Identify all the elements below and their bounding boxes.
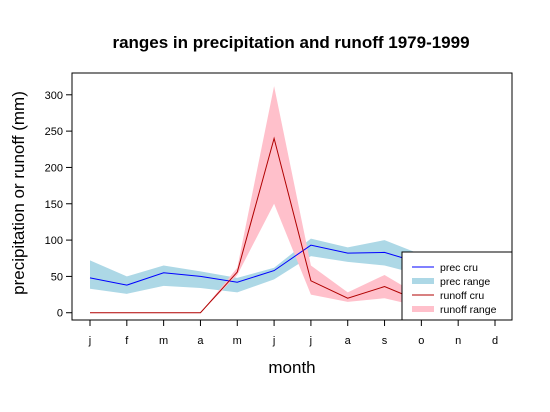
x-tick-label: f (125, 335, 129, 347)
x-tick-label: m (159, 335, 168, 347)
y-tick-label: 150 (45, 199, 63, 211)
y-tick-label: 50 (51, 271, 63, 283)
series-prec-range-band (90, 238, 495, 294)
x-tick-label: d (492, 335, 498, 347)
y-tick-label: 250 (45, 126, 63, 138)
y-tick-label: 0 (57, 308, 63, 320)
x-tick-label: s (382, 335, 388, 347)
x-tick-label: a (197, 335, 204, 347)
y-tick-label: 200 (45, 162, 63, 174)
x-tick-label: j (88, 335, 91, 347)
legend-label-runoff-cru: runoff cru (440, 290, 484, 302)
x-tick-label: o (418, 335, 424, 347)
x-tick-label: n (455, 335, 461, 347)
y-axis: 0 50 100 150 200 250 300 (45, 90, 73, 320)
y-tick-label: 300 (45, 90, 63, 102)
x-tick-label: j (272, 335, 275, 347)
band-layer (90, 86, 495, 313)
legend-label-prec-range: prec range (440, 276, 490, 288)
legend-label-runoff-range: runoff range (440, 304, 497, 316)
series-runoff-range-band (90, 86, 495, 313)
x-tick-label: a (345, 335, 352, 347)
x-axis-label: month (268, 358, 315, 377)
legend-label-prec-cru: prec cru (440, 262, 478, 274)
chart-title: ranges in precipitation and runoff 1979-… (112, 33, 469, 52)
x-tick-label: j (309, 335, 312, 347)
x-tick-label: m (233, 335, 242, 347)
y-tick-label: 100 (45, 235, 63, 247)
y-axis-label: precipitation or runoff (mm) (9, 91, 28, 295)
legend: prec cru prec range runoff cru runoff range (401, 251, 513, 321)
